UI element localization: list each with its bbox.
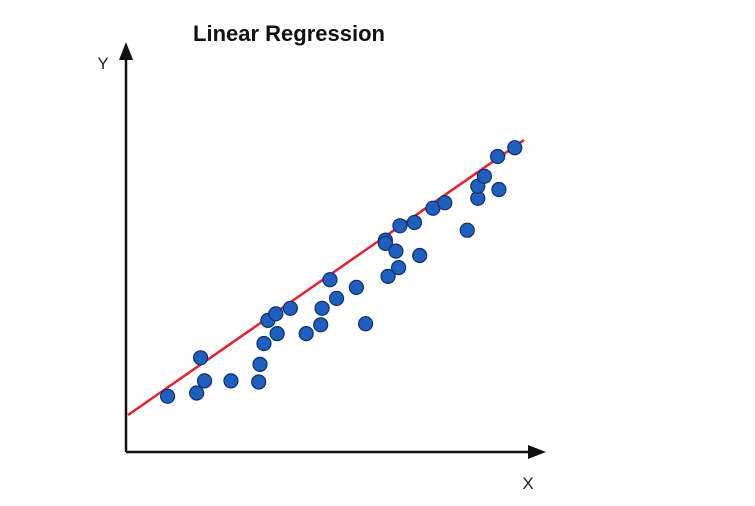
data-point bbox=[252, 356, 268, 372]
data-point bbox=[412, 247, 428, 264]
data-point bbox=[328, 290, 345, 306]
data-point bbox=[322, 272, 338, 288]
data-point bbox=[380, 268, 396, 284]
data-points bbox=[160, 140, 523, 404]
data-point bbox=[490, 148, 506, 165]
data-point bbox=[459, 222, 475, 238]
data-point bbox=[223, 373, 239, 389]
data-point bbox=[189, 385, 205, 401]
data-point bbox=[507, 140, 523, 156]
data-point bbox=[196, 373, 213, 389]
data-point bbox=[491, 181, 507, 198]
data-point bbox=[358, 316, 374, 332]
x-axis-label: X bbox=[522, 474, 533, 493]
y-axis-arrowhead bbox=[119, 42, 133, 60]
axes bbox=[119, 42, 546, 459]
data-point bbox=[437, 195, 453, 211]
data-point bbox=[391, 260, 407, 276]
chart-title: Linear Regression bbox=[193, 21, 385, 46]
data-point bbox=[298, 326, 314, 342]
data-point bbox=[377, 235, 393, 251]
data-point bbox=[406, 214, 423, 231]
y-axis-label: Y bbox=[97, 54, 108, 73]
data-point bbox=[256, 335, 272, 352]
data-point bbox=[348, 279, 364, 295]
data-point bbox=[160, 388, 176, 404]
data-point bbox=[251, 374, 267, 390]
data-point bbox=[193, 350, 209, 366]
data-point bbox=[314, 300, 330, 316]
x-axis-arrowhead bbox=[528, 445, 546, 459]
data-point bbox=[282, 300, 298, 316]
data-point bbox=[269, 326, 285, 342]
data-point bbox=[392, 218, 408, 234]
data-point bbox=[313, 317, 329, 333]
data-point bbox=[476, 168, 492, 184]
data-point bbox=[388, 243, 404, 259]
data-point bbox=[268, 306, 284, 322]
